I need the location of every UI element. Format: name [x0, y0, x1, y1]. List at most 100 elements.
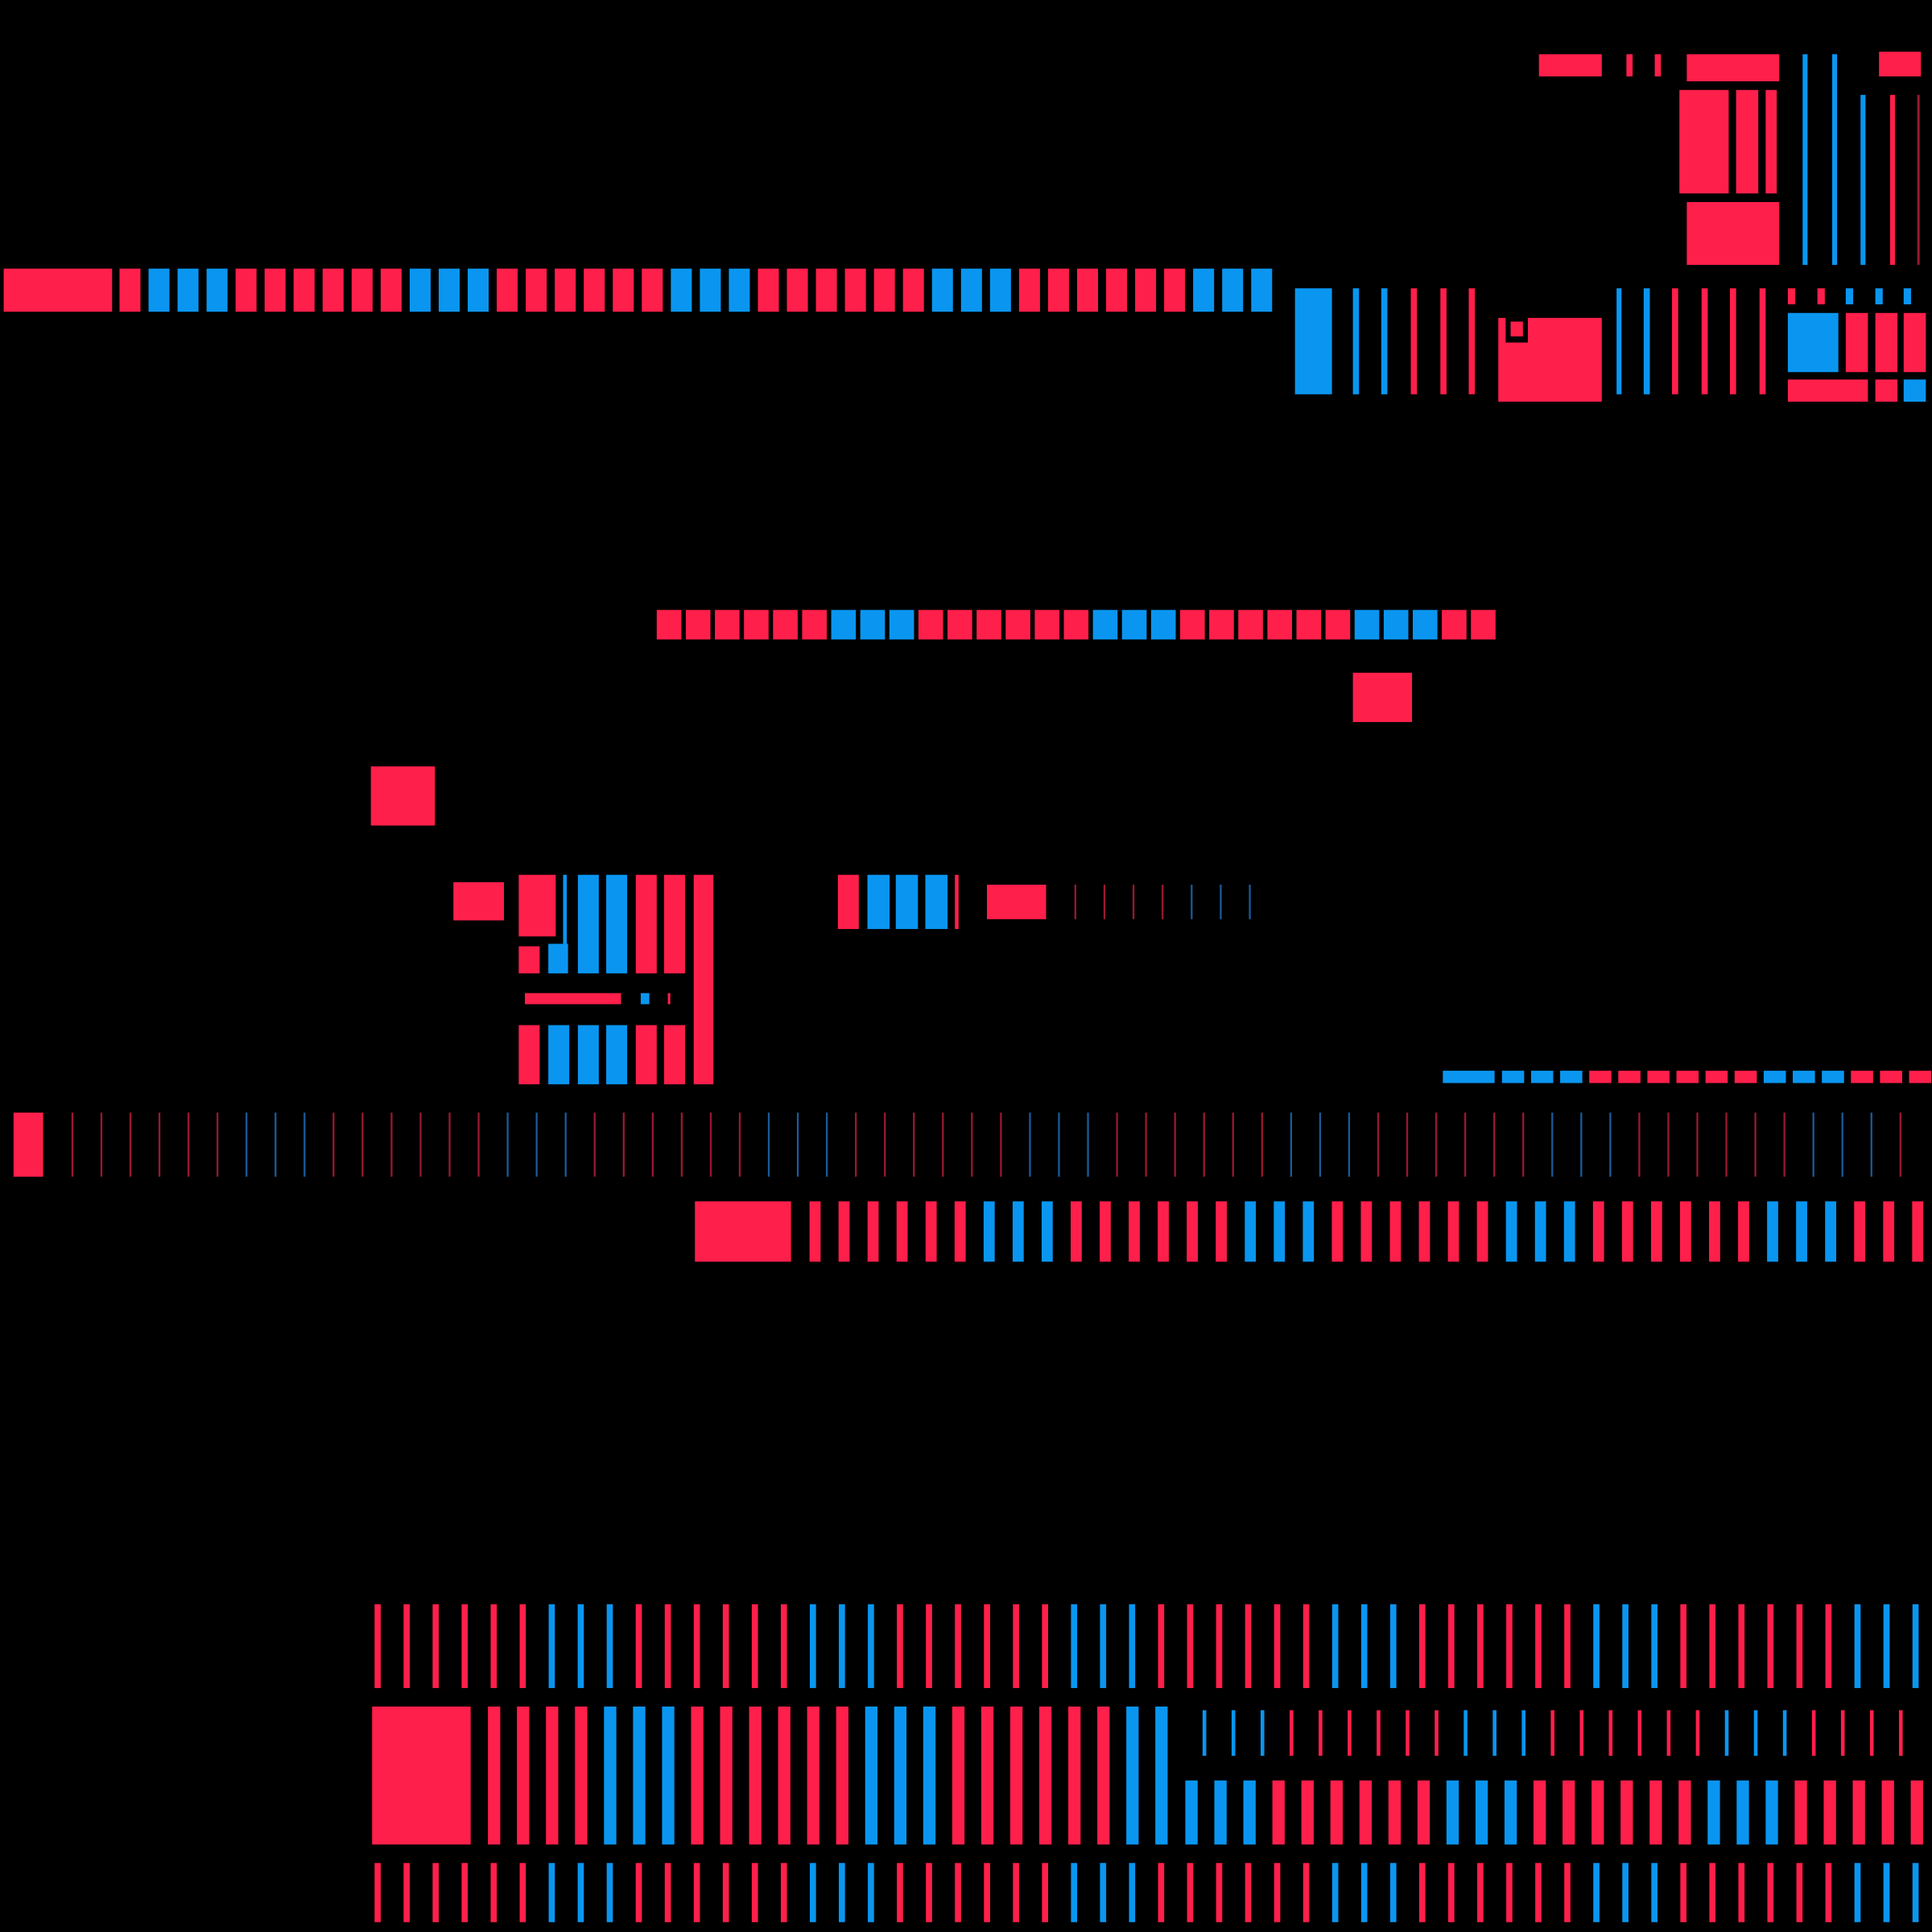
- block: [563, 874, 568, 944]
- thin-line: [1725, 1113, 1728, 1177]
- bar: [1637, 1710, 1642, 1757]
- bar: [836, 1706, 848, 1845]
- bar: [1187, 1863, 1194, 1922]
- bar: [635, 1863, 642, 1922]
- bar: [1354, 609, 1380, 640]
- bar: [1666, 1710, 1671, 1757]
- bar: [380, 268, 402, 312]
- bar: [1071, 1863, 1078, 1922]
- thin-line: [246, 1113, 248, 1177]
- bar: [577, 1604, 584, 1688]
- bar: [1330, 1780, 1343, 1845]
- thin-line: [1841, 1113, 1843, 1177]
- block: [667, 993, 671, 1005]
- bar: [1709, 1604, 1716, 1688]
- block: [695, 1201, 791, 1262]
- bar: [1274, 1863, 1281, 1922]
- thin-line: [1232, 1113, 1234, 1177]
- bar: [931, 268, 953, 312]
- block: [518, 946, 540, 974]
- block: [1736, 89, 1759, 194]
- bar: [1651, 1863, 1657, 1922]
- bar: [955, 1863, 961, 1922]
- bar: [1302, 1201, 1315, 1262]
- bar: [1260, 1710, 1265, 1757]
- bar: [980, 1706, 994, 1845]
- thin-line: [1000, 1113, 1002, 1177]
- block: [1410, 288, 1418, 394]
- bar: [1193, 268, 1215, 312]
- bar: [490, 1604, 497, 1688]
- bar: [889, 609, 914, 640]
- bar: [604, 1706, 617, 1845]
- block: [1538, 54, 1602, 76]
- bar: [1106, 268, 1128, 312]
- bar: [1880, 1071, 1902, 1084]
- thin-line: [303, 1113, 306, 1177]
- bar: [1348, 1710, 1352, 1757]
- bar: [751, 1604, 758, 1688]
- bar: [983, 1201, 995, 1262]
- bar: [693, 1863, 700, 1922]
- block: [1860, 94, 1866, 266]
- bar: [1214, 1780, 1227, 1845]
- bar: [1245, 1201, 1257, 1262]
- bar: [897, 1604, 903, 1688]
- bar: [1331, 1201, 1344, 1262]
- block: [664, 874, 686, 974]
- block: [577, 874, 599, 974]
- bar: [1202, 1710, 1207, 1757]
- bar: [1622, 1604, 1629, 1688]
- thin-line: [448, 1113, 451, 1177]
- bar: [577, 1863, 584, 1922]
- bar: [1009, 1706, 1023, 1845]
- bar: [1301, 1780, 1314, 1845]
- bar: [894, 1706, 907, 1845]
- thin-line: [332, 1113, 335, 1177]
- thin-line: [129, 1113, 132, 1177]
- bar: [1245, 1604, 1252, 1688]
- bar: [923, 1706, 936, 1845]
- bar: [1475, 1780, 1488, 1845]
- thin-line: [884, 1113, 886, 1177]
- bar: [1042, 1604, 1049, 1688]
- bar: [1012, 1201, 1024, 1262]
- bar: [778, 1706, 791, 1845]
- bar: [148, 268, 170, 312]
- bar: [1869, 1710, 1874, 1757]
- bar: [517, 1706, 530, 1845]
- bar: [1251, 268, 1273, 312]
- thin-line: [1132, 884, 1135, 919]
- bar: [1724, 1710, 1729, 1757]
- bar: [1038, 1706, 1052, 1845]
- bar: [926, 1863, 932, 1922]
- bar: [1471, 609, 1496, 640]
- thin-line: [1191, 884, 1193, 919]
- bar: [1767, 1863, 1774, 1922]
- thin-line: [855, 1113, 857, 1177]
- block: [640, 993, 650, 1005]
- thin-line: [1493, 1113, 1496, 1177]
- bar: [897, 1863, 903, 1922]
- bar: [1150, 609, 1176, 640]
- bar: [976, 609, 1001, 640]
- bar: [984, 1863, 990, 1922]
- bar: [1854, 1863, 1861, 1922]
- thin-line: [1696, 1113, 1699, 1177]
- bar: [722, 1863, 729, 1922]
- thin-line: [361, 1113, 364, 1177]
- block: [1643, 288, 1650, 394]
- thin-line: [1377, 1113, 1380, 1177]
- bar: [1492, 1710, 1496, 1757]
- bar: [1013, 1863, 1019, 1922]
- bar: [954, 1201, 966, 1262]
- block: [606, 874, 628, 974]
- bar: [1447, 1201, 1459, 1262]
- block: [525, 993, 621, 1005]
- block: [987, 884, 1046, 919]
- bar: [1767, 1604, 1774, 1688]
- bar: [1840, 1710, 1845, 1757]
- bar: [749, 1706, 762, 1845]
- bar: [868, 1863, 874, 1922]
